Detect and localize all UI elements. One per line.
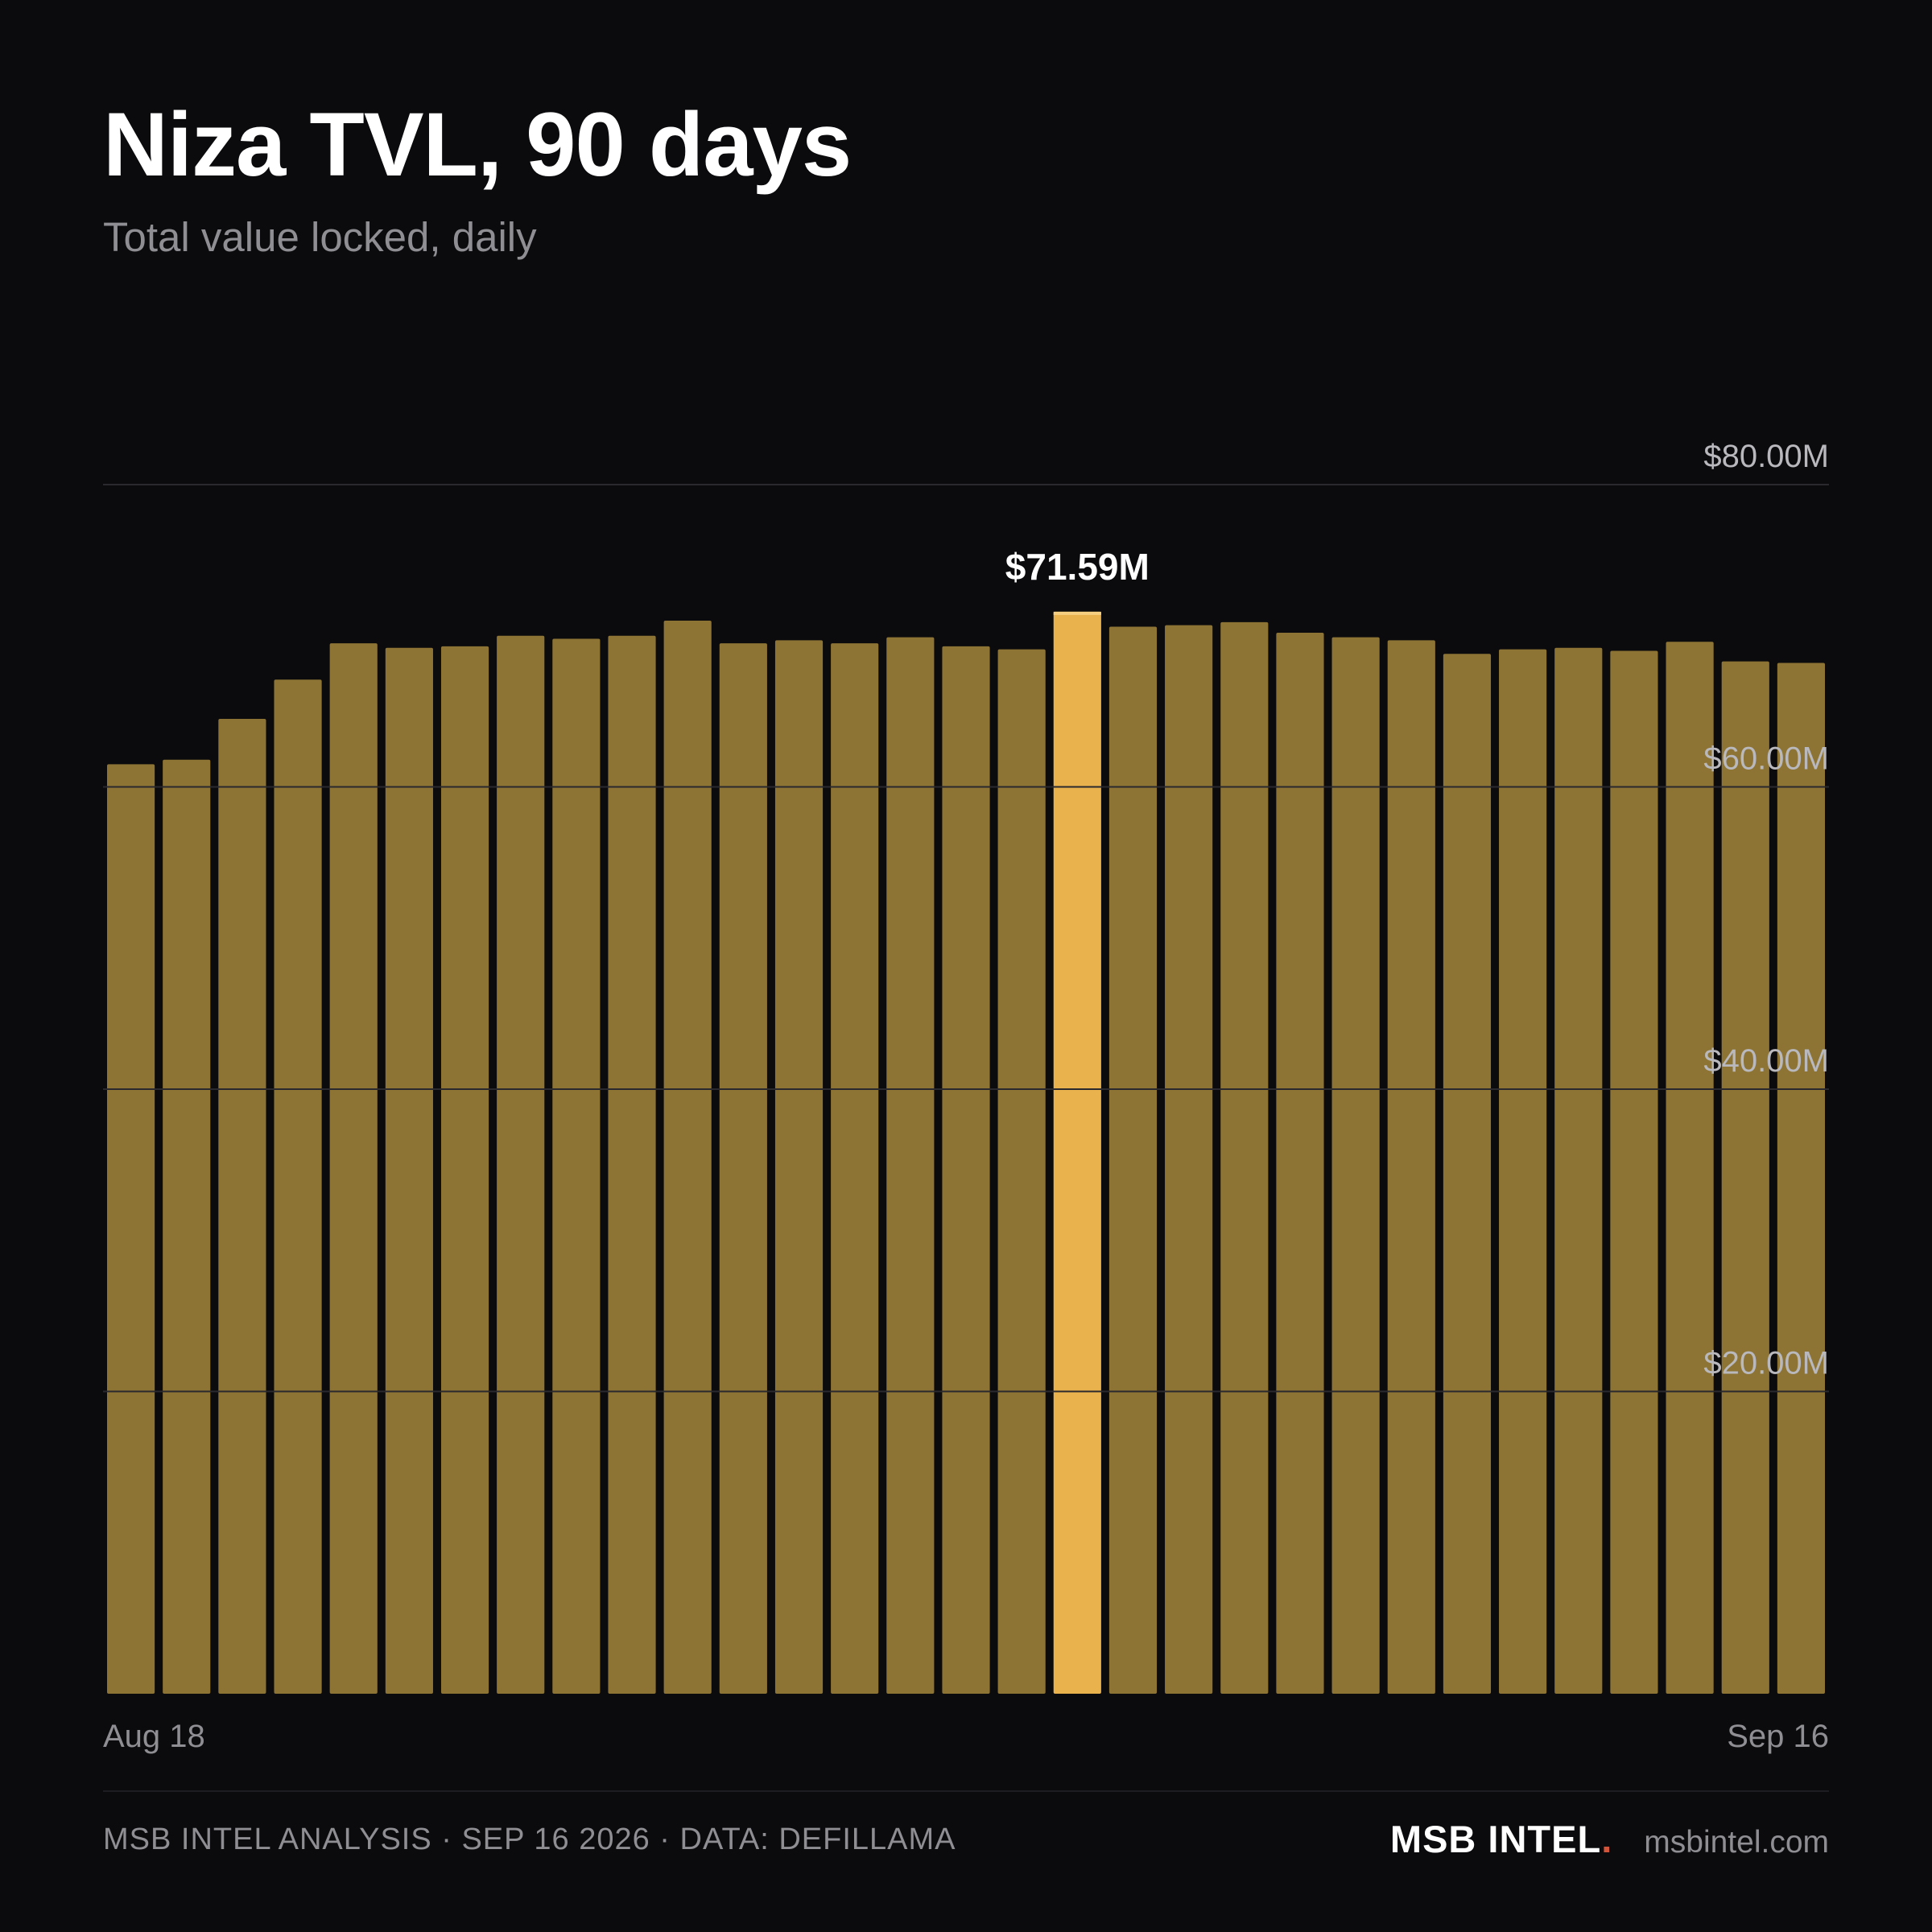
- footer-analysis-credit: MSB INTEL ANALYSIS · SEP 16 2026 · DATA:…: [103, 1823, 956, 1856]
- bar: [719, 643, 767, 1694]
- bar: [663, 620, 712, 1694]
- bar: [1499, 649, 1547, 1694]
- brand-logo-dot: .: [1601, 1818, 1612, 1860]
- brand-logo-text: MSB INTEL: [1389, 1818, 1602, 1860]
- x-tick-label-start: Aug 18: [103, 1719, 205, 1754]
- bar-highlight-cap: [1053, 611, 1101, 615]
- bar: [107, 764, 155, 1694]
- bar: [385, 647, 433, 1694]
- tvl-bar-chart: $71.59M $20.00M $40.00M $60.00M $80.00M Aug 1…: [103, 439, 1829, 1754]
- bar-highlight: [1053, 611, 1101, 1694]
- bar: [1666, 642, 1714, 1694]
- bar: [608, 635, 656, 1694]
- chart-subtitle: Total value locked, daily: [103, 214, 537, 260]
- bar: [274, 679, 322, 1695]
- bar: [1443, 654, 1492, 1694]
- bar: [218, 719, 266, 1694]
- bar: [942, 646, 990, 1694]
- bar: [1108, 626, 1158, 1694]
- bar: [1165, 625, 1213, 1694]
- bar: [1554, 647, 1603, 1694]
- bar: [440, 646, 489, 1694]
- bar: [997, 649, 1046, 1694]
- bar: [1331, 637, 1380, 1694]
- y-tick-label: $80.00M: [1703, 439, 1829, 474]
- footer-brand-block: MSB INTEL. msbintel.com: [1390, 1817, 1829, 1861]
- bar: [1387, 640, 1435, 1694]
- bar: [1220, 621, 1269, 1694]
- bar: [163, 759, 211, 1695]
- y-tick-label: $40.00M: [1703, 1043, 1829, 1079]
- bar: [774, 640, 824, 1694]
- bar: [1276, 632, 1324, 1694]
- chart-title: Niza TVL, 90 days: [103, 94, 852, 195]
- footer-divider: [103, 1790, 1829, 1792]
- bar: [1777, 663, 1825, 1694]
- y-tick-label: $60.00M: [1703, 741, 1829, 777]
- bar: [1610, 650, 1658, 1694]
- bar: [1721, 661, 1769, 1695]
- bar: [886, 637, 935, 1694]
- bar: [831, 643, 879, 1694]
- bar: [552, 638, 601, 1694]
- footer-site-link[interactable]: msbintel.com: [1644, 1825, 1829, 1860]
- highlight-value-label: $71.59M: [1005, 546, 1150, 588]
- x-tick-label-end: Sep 16: [1727, 1719, 1829, 1754]
- bar: [329, 643, 378, 1694]
- y-tick-label: $20.00M: [1703, 1346, 1829, 1381]
- bar: [497, 635, 545, 1694]
